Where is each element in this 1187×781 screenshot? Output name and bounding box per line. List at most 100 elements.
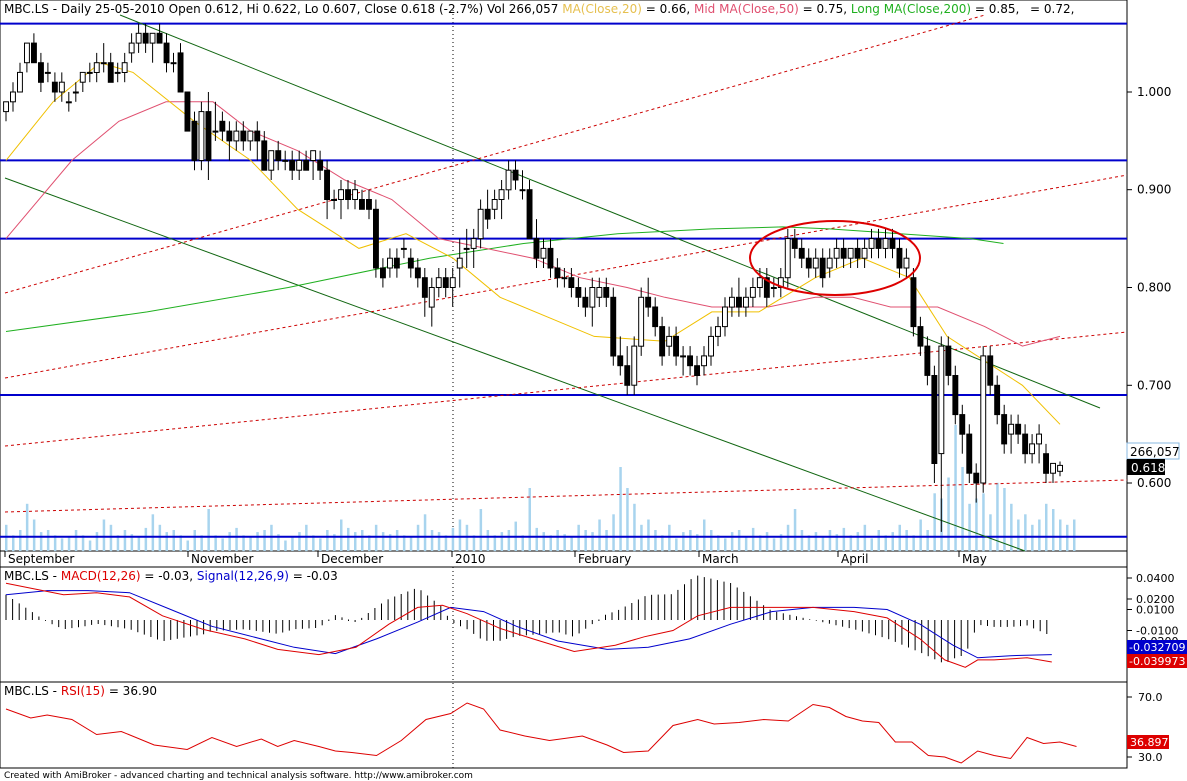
- macd-tick-label: 0.0100: [1136, 604, 1175, 617]
- volume-bar: [682, 532, 685, 551]
- volume-bar: [507, 530, 511, 551]
- candle-bullish: [1008, 423, 1015, 435]
- volume-bar: [744, 536, 748, 551]
- candle-bullish: [114, 71, 121, 74]
- volume-bar: [703, 519, 706, 551]
- volume-bar: [675, 538, 678, 551]
- volume-bar: [758, 535, 762, 552]
- volume-bar: [856, 532, 860, 551]
- price-tick-label: 1.000: [1137, 85, 1171, 99]
- volume-bar: [647, 519, 650, 551]
- volume-bar: [486, 530, 490, 551]
- volume-bar: [39, 532, 43, 551]
- candle-bearish: [359, 199, 365, 210]
- volume-bar: [53, 535, 57, 552]
- candle-bullish: [505, 169, 512, 191]
- volume-bar: [179, 535, 182, 552]
- candle-bullish: [435, 277, 442, 289]
- volume-bar: [81, 535, 85, 552]
- volume-bar: [221, 538, 224, 551]
- volume-bar: [151, 514, 155, 552]
- volume-bar: [235, 527, 238, 551]
- volume-bar: [870, 538, 873, 551]
- candle-bullish: [470, 238, 477, 249]
- candle-bullish: [400, 247, 407, 250]
- volume-bar: [814, 532, 818, 551]
- volume-bar: [668, 524, 671, 552]
- candle-bearish: [896, 247, 903, 269]
- svg-text:-0.039973: -0.039973: [1129, 655, 1185, 668]
- rsi-axis: 70.0 30.0: [1127, 691, 1163, 764]
- candle-bearish: [254, 130, 261, 142]
- candle-bearish: [924, 345, 931, 376]
- candle-bearish: [840, 247, 847, 259]
- volume-bar: [786, 524, 790, 552]
- volume-bar: [1024, 514, 1027, 552]
- candle-bullish: [128, 42, 135, 54]
- candle-bearish: [645, 296, 652, 308]
- candle-bearish: [142, 32, 149, 44]
- volume-bar: [437, 532, 441, 551]
- volume-bar: [912, 535, 915, 552]
- candle-bearish: [652, 306, 659, 328]
- volume-bar: [291, 536, 294, 551]
- candle-bearish: [554, 267, 561, 279]
- candle-bearish: [289, 159, 296, 171]
- candle-bearish: [407, 257, 414, 269]
- candle-bullish: [296, 159, 303, 171]
- volume-bar: [884, 535, 887, 552]
- candle-bearish: [533, 238, 540, 259]
- volume-bar: [193, 530, 196, 551]
- volume-bar: [528, 488, 531, 551]
- price-tick-label: 0.700: [1137, 378, 1171, 392]
- volume-bar: [472, 535, 476, 552]
- red-channel-1: [4, 14, 986, 294]
- volume-bar: [102, 519, 106, 551]
- candle-bearish: [952, 375, 959, 416]
- candle-bullish: [212, 130, 219, 133]
- candle-bullish: [338, 189, 345, 200]
- candle-bullish: [743, 296, 749, 308]
- candle-bullish: [282, 159, 289, 162]
- candle-bearish: [547, 247, 554, 269]
- candle-bullish: [1050, 462, 1056, 474]
- volume-bar: [298, 532, 301, 551]
- lower-downtrend-line: [4, 177, 1026, 552]
- candle-bullish: [44, 71, 51, 74]
- candle-bullish: [1057, 464, 1063, 472]
- volume-bar: [968, 503, 971, 552]
- volume-bar: [800, 530, 804, 551]
- candle-bearish: [191, 120, 198, 161]
- volume-bar: [961, 467, 964, 551]
- candle-bearish: [568, 277, 575, 289]
- volume-bar: [1052, 509, 1055, 551]
- candle-bearish: [442, 277, 449, 289]
- volume-bar: [465, 524, 469, 552]
- volume-bar: [368, 535, 371, 552]
- candle-bullish: [449, 277, 456, 289]
- volume-bar: [737, 530, 741, 551]
- candle-bullish: [784, 238, 791, 279]
- volume-bar: [751, 527, 755, 551]
- volume-bar: [416, 524, 420, 552]
- volume-bar: [60, 538, 64, 551]
- volume-bar: [765, 532, 769, 551]
- volume-bar: [144, 527, 148, 551]
- candle-bullish: [638, 296, 645, 347]
- volume-bar: [354, 532, 357, 551]
- candle-bearish: [617, 355, 624, 367]
- candle-bearish: [303, 159, 310, 171]
- volume-bar: [1031, 524, 1034, 552]
- volume-bar: [270, 524, 273, 552]
- volume-bar: [947, 477, 950, 551]
- candle-bullish: [149, 32, 156, 44]
- volume-bar: [395, 530, 399, 551]
- volume-bar: [12, 535, 15, 552]
- volume-bar: [5, 524, 8, 552]
- candle-bearish: [694, 365, 700, 377]
- volume-bar: [563, 534, 566, 551]
- candle-bearish: [163, 42, 170, 64]
- volume-bar: [779, 534, 783, 551]
- rsi-header: MBC.LS - RSI(15) = 36.90: [4, 684, 157, 698]
- candle-bullish: [477, 208, 484, 240]
